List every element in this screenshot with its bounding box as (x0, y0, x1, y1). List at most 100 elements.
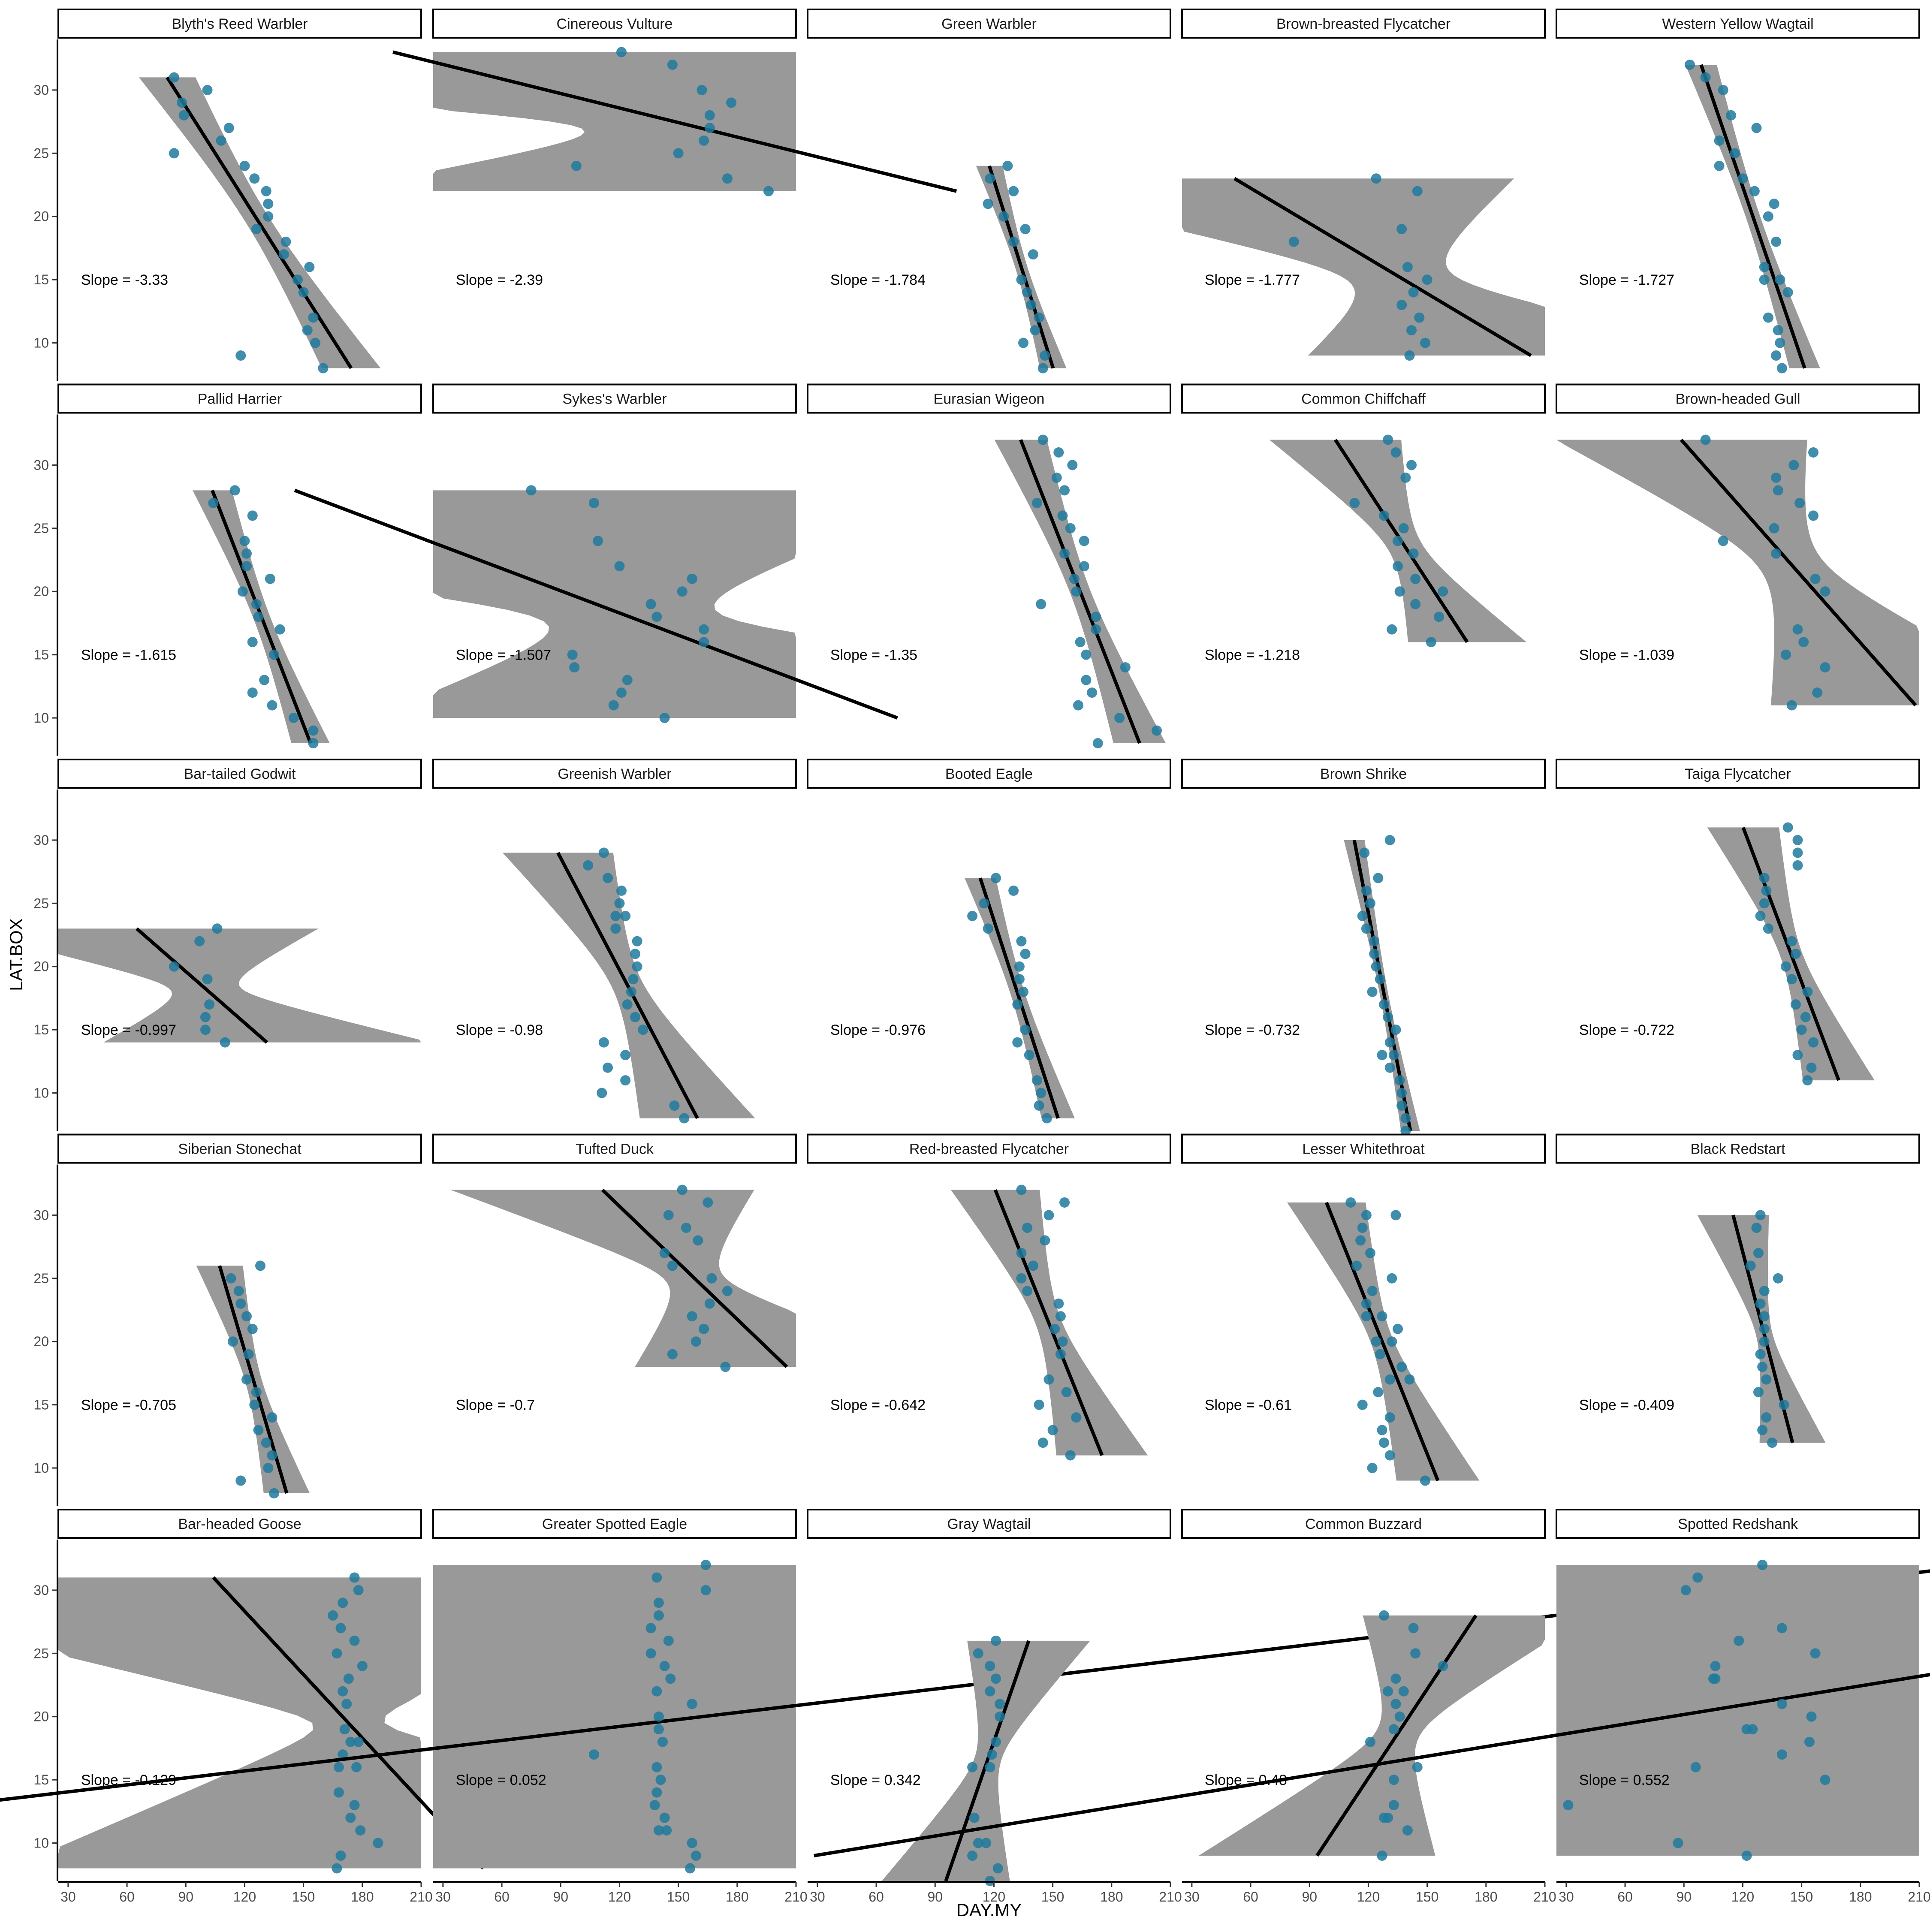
data-point (1808, 1037, 1819, 1048)
data-point (687, 1699, 697, 1709)
data-point (1043, 1374, 1054, 1385)
facet-title: Greenish Warbler (558, 766, 671, 782)
slope-label: Slope = -1.35 (830, 647, 917, 663)
data-point (235, 350, 246, 361)
data-point (677, 1185, 688, 1195)
data-point (614, 898, 625, 909)
data-point (704, 1298, 715, 1309)
slope-label: Slope = -0.705 (81, 1397, 176, 1414)
data-point (247, 510, 258, 521)
data-point (241, 1374, 252, 1385)
data-point (1802, 986, 1813, 997)
data-point (1120, 662, 1131, 673)
data-point (1365, 898, 1376, 909)
fit-line (218, 1265, 289, 1494)
facet-strip (57, 1509, 422, 1539)
data-point (1796, 1025, 1807, 1035)
y-tick-label: 15 (33, 272, 49, 287)
y-tick-label: 15 (33, 1772, 49, 1787)
fit-line (1680, 438, 1917, 707)
data-point (1751, 123, 1762, 133)
data-point (1406, 460, 1417, 470)
x-tick-label: 30 (810, 1889, 825, 1905)
facet-panel: Greenish Warbler Slope = -0.98 (432, 759, 797, 1124)
data-point (700, 1585, 711, 1595)
facet-title: Brown Shrike (1320, 766, 1407, 782)
x-tick-label: 180 (351, 1889, 374, 1905)
y-tick-label: 30 (33, 1207, 49, 1223)
data-point (1400, 1126, 1411, 1136)
facet-panel: Western Yellow Wagtail Slope = -1.727 (1556, 9, 1920, 374)
x-tick-label: 120 (1731, 1889, 1754, 1905)
facet-strip (807, 9, 1171, 39)
data-point (699, 637, 709, 648)
data-point (699, 135, 709, 146)
data-point (267, 1450, 277, 1461)
data-point (726, 97, 737, 108)
y-tick-label: 30 (33, 1582, 49, 1598)
data-point (1057, 510, 1068, 521)
data-point (1393, 561, 1403, 572)
y-tick-label: 20 (33, 584, 49, 599)
data-point (677, 586, 688, 597)
facet-strip (1556, 759, 1920, 789)
data-point (1369, 936, 1380, 946)
data-point (1057, 1336, 1068, 1347)
facet-title: Western Yellow Wagtail (1662, 16, 1813, 32)
data-point (1022, 1286, 1033, 1296)
data-point (227, 1336, 238, 1347)
data-point (1012, 1037, 1023, 1048)
data-point (298, 287, 309, 298)
data-point (991, 1635, 1001, 1646)
data-point (1755, 1349, 1766, 1359)
data-point (995, 1699, 1005, 1709)
data-point (1375, 974, 1385, 985)
y-tick-label: 20 (33, 209, 49, 224)
fit-line (601, 1188, 788, 1368)
data-point (673, 148, 684, 159)
data-point (1747, 1724, 1758, 1735)
data-point (1073, 700, 1084, 711)
facet-strip (1181, 383, 1546, 414)
data-point (355, 1825, 366, 1836)
data-point (339, 1724, 350, 1735)
data-point (353, 1585, 364, 1595)
data-point (1036, 1088, 1046, 1098)
y-tick-label: 25 (33, 895, 49, 911)
data-point (1055, 1311, 1066, 1322)
slope-label: Slope = -0.642 (830, 1397, 926, 1414)
data-point (665, 1673, 676, 1684)
data-point (1806, 1062, 1817, 1073)
data-point (373, 1838, 383, 1848)
data-point (1761, 1412, 1772, 1423)
x-tick-label: 150 (292, 1889, 315, 1905)
data-point (1351, 1260, 1362, 1271)
data-point (1794, 497, 1805, 508)
data-point (1802, 1075, 1813, 1086)
data-point (1393, 536, 1403, 546)
data-point (1020, 949, 1031, 959)
x-tick-label: 210 (784, 1889, 807, 1905)
data-point (1373, 1387, 1384, 1398)
data-point (1792, 835, 1803, 845)
data-point (1806, 1711, 1817, 1722)
facet-panel: Green Warbler Slope = -1.784 (807, 9, 1171, 374)
confidence-band (1556, 1565, 1919, 1856)
facet-title: Greater Spotted Eagle (542, 1516, 687, 1532)
data-point (1730, 148, 1740, 159)
data-point (1763, 312, 1773, 323)
facet-title: Eurasian Wigeon (934, 391, 1045, 407)
facet-strip (807, 1509, 1171, 1539)
data-point (588, 1749, 599, 1760)
facet-title: Pallid Harrier (198, 391, 282, 407)
facet-panel: Blyth's Reed Warbler Slope = -3.33 10 15 20 2… (33, 9, 422, 381)
data-point (687, 1838, 697, 1848)
data-point (1759, 1286, 1770, 1296)
data-point (1055, 1349, 1066, 1359)
data-point (659, 1248, 670, 1258)
slope-label: Slope = -1.615 (81, 647, 176, 663)
data-point (651, 1572, 662, 1583)
data-point (1028, 1260, 1038, 1271)
data-point (1718, 84, 1728, 95)
